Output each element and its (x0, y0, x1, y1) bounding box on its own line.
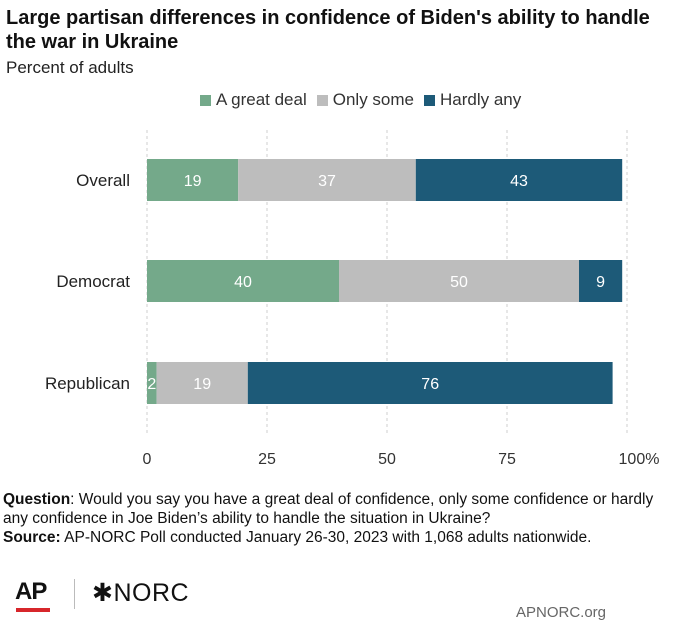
legend-label-hardly-any: Hardly any (440, 90, 522, 109)
bar-democrat-hardly-any (579, 260, 623, 302)
legend-item-hardly-any: Hardly any (424, 90, 521, 110)
category-label-overall: Overall (76, 171, 130, 190)
logo-divider (74, 579, 75, 609)
legend-label-great-deal: A great deal (216, 90, 307, 109)
data-label-republican-hardly-any: 76 (421, 376, 439, 393)
ap-logo: AP (15, 578, 47, 605)
bar-overall-a-great-deal (147, 159, 239, 201)
bar-overall-hardly-any (415, 159, 623, 201)
data-label-democrat-hardly-any: 9 (596, 274, 605, 291)
bar-republican-a-great-deal (147, 362, 157, 404)
data-label-overall-a-great-deal: 19 (184, 173, 202, 190)
question-text: : Would you say you have a great deal of… (3, 491, 654, 527)
chart-subtitle: Percent of adults (6, 58, 134, 77)
legend: A great deal Only some Hardly any (200, 89, 521, 111)
bar-democrat-a-great-deal (147, 260, 339, 302)
data-label-overall-hardly-any: 43 (510, 173, 528, 190)
data-label-democrat-only-some: 50 (450, 274, 468, 291)
data-label-overall-only-some: 37 (318, 173, 336, 190)
question-label: Question (3, 491, 71, 508)
data-label-democrat-a-great-deal: 40 (234, 274, 252, 291)
stacked-bar-chart: 0 25 50 75 100% Overall 19 37 43 Democrat 40 50 9 Rep… (45, 130, 660, 468)
legend-item-only-some: Only some (316, 90, 414, 110)
ap-logo-underline (16, 608, 50, 612)
source-text: AP-NORC Poll conducted January 26-30, 20… (60, 529, 592, 546)
chart-title: Large partisan differences in confidence… (6, 7, 650, 53)
x-tick-label-75: 75 (498, 451, 516, 468)
bar-republican-only-some (156, 362, 248, 404)
x-tick-label-0: 0 (143, 451, 152, 468)
category-label-republican: Republican (45, 374, 130, 393)
x-tick-label-50: 50 (378, 451, 396, 468)
data-label-republican-a-great-deal: 2 (147, 376, 156, 393)
legend-swatch-great-deal (200, 94, 211, 106)
footnote: Question: Would you say you have a great… (3, 490, 671, 547)
legend-swatch-hardly-any (424, 94, 435, 106)
data-label-republican-only-some: 19 (193, 376, 211, 393)
legend-label-only-some: Only some (332, 90, 414, 109)
bar-overall-only-some (238, 159, 416, 201)
category-label-democrat: Democrat (56, 272, 130, 291)
site-url: APNORC.org (516, 604, 607, 621)
x-tick-label-100: 100% (619, 451, 660, 468)
x-tick-label-25: 25 (258, 451, 276, 468)
norc-logo: ✱NORC (92, 579, 190, 607)
legend-swatch-only-some (316, 94, 328, 106)
bar-republican-hardly-any (247, 362, 613, 404)
legend-item-great-deal: A great deal (200, 90, 307, 110)
source-label: Source: (3, 529, 61, 546)
bar-democrat-only-some (339, 260, 579, 302)
